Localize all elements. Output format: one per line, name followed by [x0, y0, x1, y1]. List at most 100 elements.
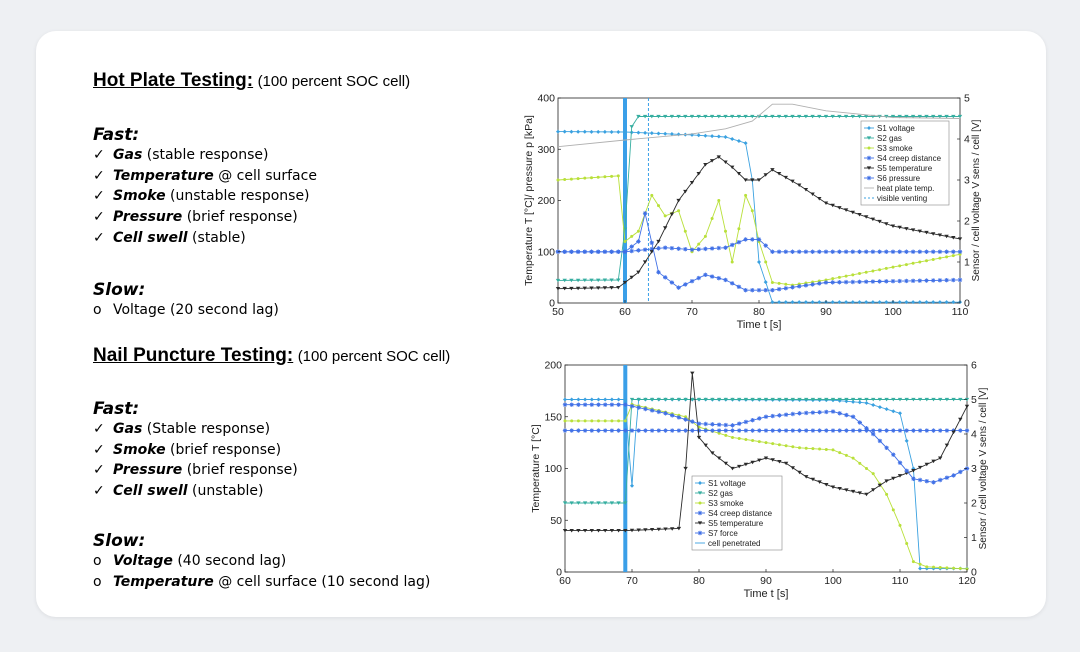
data-point [924, 230, 929, 235]
data-point [623, 419, 627, 423]
data-point [684, 415, 688, 419]
data-point [864, 492, 869, 497]
data-point [750, 428, 755, 433]
data-point [770, 114, 775, 119]
data-point [676, 285, 681, 290]
data-point [831, 448, 835, 452]
data-point [743, 141, 748, 146]
data-point [590, 176, 593, 180]
data-point [931, 300, 936, 305]
data-point [589, 278, 594, 283]
data-point [783, 249, 788, 254]
data-point [830, 485, 836, 490]
data-point [870, 300, 875, 305]
data-point [723, 397, 728, 402]
data-point [770, 458, 775, 462]
data-point [716, 422, 722, 427]
section-subheading: (100 percent SOC cell) [297, 348, 451, 365]
data-point [696, 397, 702, 402]
data-point [944, 443, 950, 448]
data-point [877, 483, 883, 488]
data-point [582, 278, 587, 283]
data-point [890, 279, 896, 284]
data-point [616, 278, 621, 282]
data-point [703, 272, 708, 278]
data-point [877, 405, 882, 410]
data-point [864, 426, 869, 431]
data-point [596, 428, 601, 433]
data-point [837, 411, 842, 416]
data-point [911, 476, 916, 482]
data-point [676, 415, 682, 420]
data-point [857, 249, 862, 254]
data-point [817, 114, 822, 119]
item-key: Voltage [113, 553, 173, 569]
data-point [569, 501, 574, 505]
data-point [636, 248, 641, 253]
data-point [616, 397, 621, 402]
data-point [850, 300, 855, 305]
data-point [904, 397, 909, 402]
data-point [623, 402, 628, 407]
data-point [723, 277, 728, 283]
data-point [777, 397, 782, 402]
data-point [837, 249, 842, 254]
list-item: ✓ Smoke (unstable response) [93, 188, 310, 204]
data-point [596, 402, 601, 407]
data-point [884, 428, 889, 433]
data-point [743, 397, 749, 402]
check-icon: ✓ [93, 421, 105, 437]
bullet-icon: o [93, 553, 102, 569]
data-point [864, 279, 869, 284]
data-point [958, 252, 962, 256]
data-point [743, 419, 749, 425]
data-point [871, 269, 875, 273]
data-point [777, 413, 782, 418]
data-point [569, 428, 574, 433]
data-point [703, 428, 708, 433]
data-point [891, 428, 896, 433]
item-text: (40 second lag) [172, 553, 287, 569]
data-point [750, 237, 755, 242]
data-point [864, 249, 869, 254]
data-point [804, 397, 809, 402]
list-item: ✓ Smoke (brief response) [93, 442, 281, 458]
data-point [777, 428, 782, 433]
data-point [937, 233, 943, 237]
data-point [737, 421, 742, 426]
data-point [569, 249, 574, 254]
data-point [830, 428, 836, 433]
data-point [669, 245, 675, 251]
data-point [951, 114, 956, 119]
data-point [583, 419, 587, 423]
x-tick-label: 70 [686, 306, 698, 318]
data-point [897, 428, 903, 433]
data-point [931, 249, 936, 254]
data-point [562, 278, 567, 283]
data-point [596, 397, 601, 402]
data-point [850, 489, 856, 494]
data-point [562, 501, 568, 505]
data-point [884, 300, 889, 305]
item-key: Cell swell [113, 483, 188, 500]
data-point [830, 249, 835, 254]
data-point [724, 433, 728, 437]
data-point [843, 114, 849, 119]
data-point [884, 279, 889, 284]
data-point [843, 208, 849, 212]
data-point [603, 428, 608, 433]
data-point [790, 249, 795, 254]
data-point [670, 428, 675, 433]
data-point [783, 286, 788, 291]
data-point [663, 397, 668, 402]
y-tick-label: 0 [549, 298, 555, 310]
data-point [649, 246, 654, 252]
data-point [837, 206, 842, 210]
data-point [830, 300, 835, 305]
data-point [838, 451, 842, 455]
data-point [837, 428, 842, 433]
legend-marker [697, 510, 703, 516]
data-point [696, 421, 702, 426]
data-point [670, 397, 675, 402]
data-point [823, 114, 829, 119]
